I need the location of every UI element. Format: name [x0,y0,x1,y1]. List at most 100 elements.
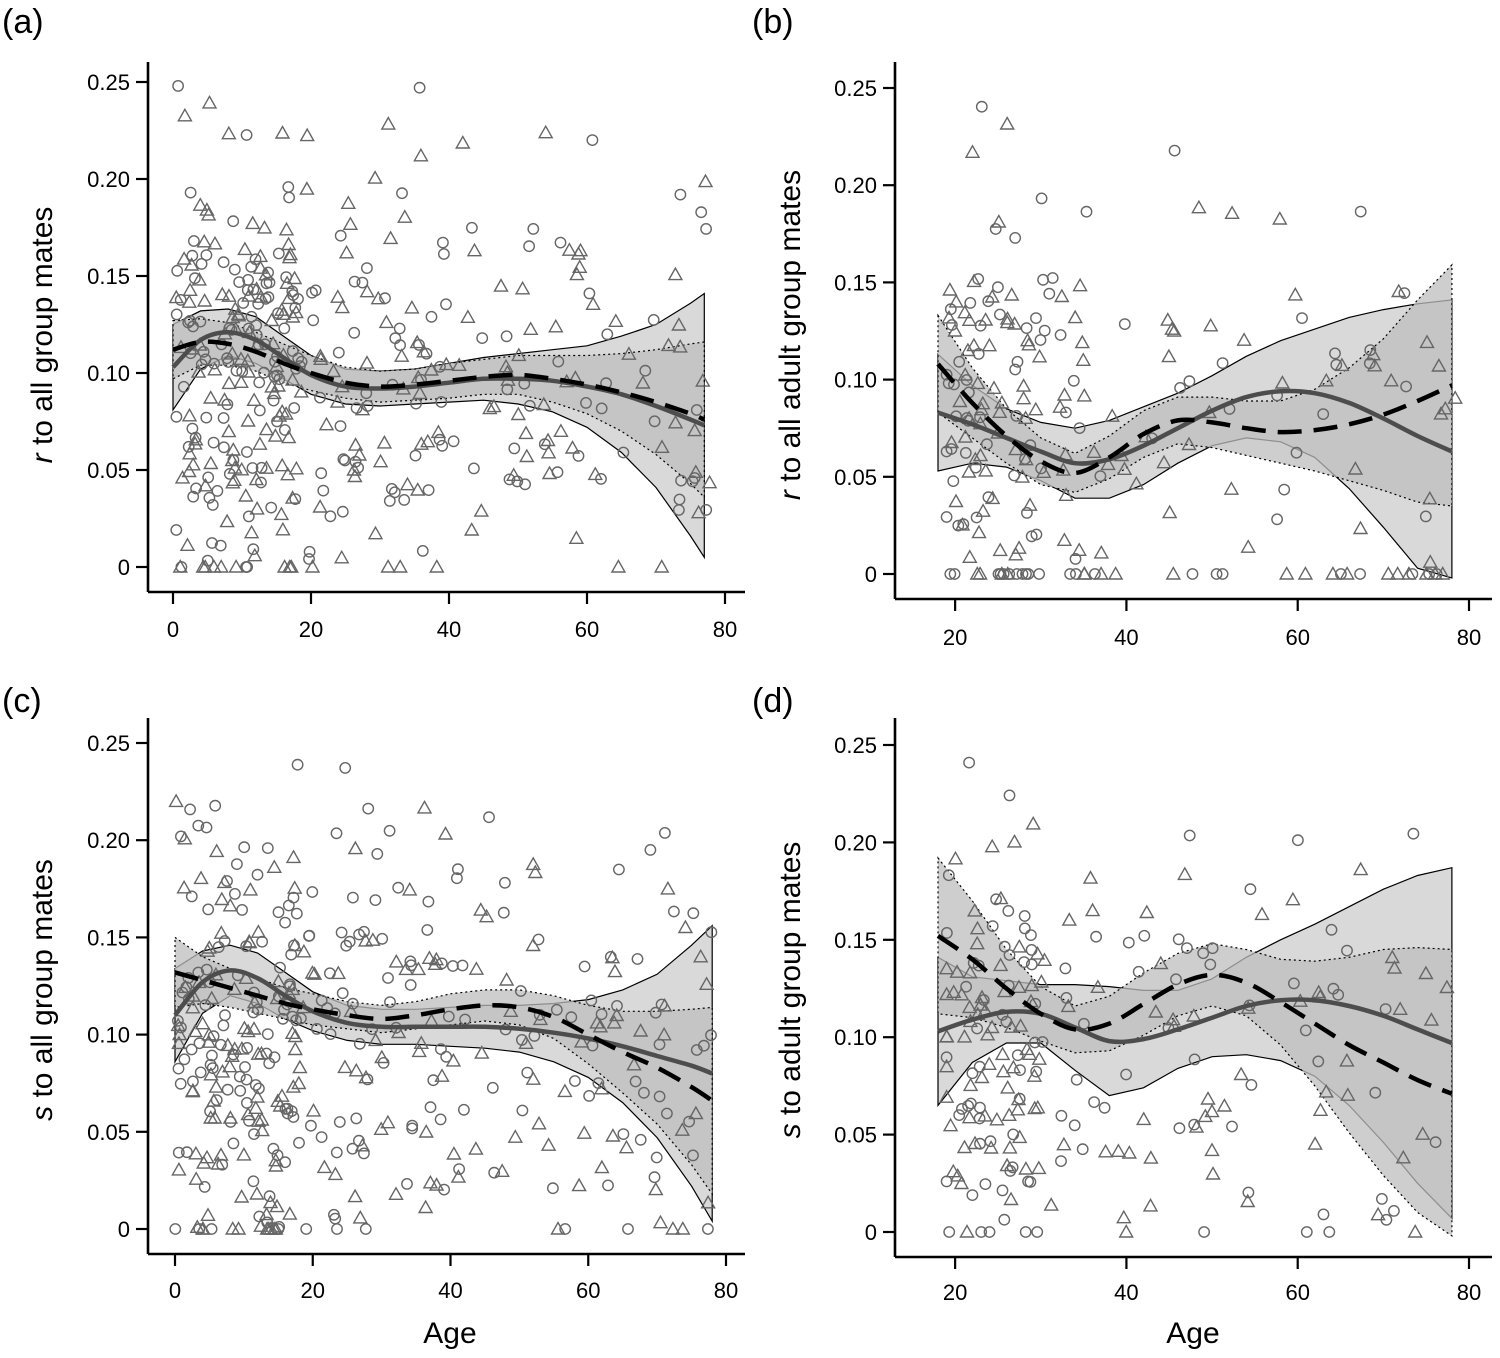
panel-d-point-triangle [1121,1145,1137,1159]
panel-d-point-triangle [1031,1051,1047,1065]
panel-c-point-triangle [285,1079,301,1093]
panel-d-point-circle [1088,1096,1101,1109]
panel-c-point-circle [383,824,396,837]
panel-a-point-circle [174,293,187,306]
panel-c-point-triangle [398,961,414,976]
panel-c-point-circle [446,960,459,972]
panel-b-point-circle [1216,357,1229,369]
panel-d-point-triangle [938,960,955,975]
panel-c-point-triangle [270,1093,286,1107]
panel-b-point-triangle [1104,408,1120,422]
panel-a-y-tick-label: 0.20 [87,167,130,192]
panel-b-point-triangle [1297,566,1314,580]
panel-d-point-triangle [946,984,962,998]
panel-d-point-circle [1138,929,1151,942]
panel-a-x-tick-label: 40 [437,617,461,642]
panel-a-point-triangle [252,260,269,274]
panel-c-point-circle [303,929,316,942]
panel-a-point-triangle [197,559,213,573]
panel-a-point-circle [647,313,660,326]
panel-a-point-triangle [695,373,711,387]
panel-c-point-circle [371,848,384,860]
panel-a-point-triangle [413,436,429,450]
panel-a-point-triangle [536,396,552,411]
panel-a-point-triangle [392,559,408,573]
panel-c-point-triangle [698,976,715,990]
panel-c-point-triangle [365,932,381,946]
panel-d-point-triangle [984,1019,1000,1034]
panel-d-point-triangle [1011,979,1027,993]
panel-b-point-triangle [1367,357,1383,372]
panel-a-point-triangle [397,209,413,223]
panel-a-point-triangle [200,206,217,221]
panel-a-point-circle [393,322,406,335]
panel-c-point-circle [169,1223,182,1235]
panel-b-point-circle [972,273,985,285]
panel-c-point-triangle [266,859,282,873]
panel-b-point-triangle [978,462,994,477]
panel-a-point-triangle [274,125,291,139]
panel-a-point-triangle [243,524,260,539]
panel-c: (c) 0 20 40 60 80 0 0.05 0.10 0.15 0.20 0.25 s to … [2,682,745,1350]
panel-c-point-circle [285,948,298,961]
panel-b-point-circle [957,518,970,530]
panel-d-point-circle [1000,1015,1013,1028]
panel-d-point-triangle [1024,977,1040,992]
panel-b-point-circle [1030,312,1042,324]
panel-c-point-triangle [194,1015,211,1030]
panel-b-point-triangle [1160,312,1176,326]
panel-c-point-triangle [576,1125,592,1139]
panel-d-point-circle [1173,1122,1186,1135]
panel-c-point-circle [434,1113,447,1126]
panel-b-point-triangle [999,116,1015,130]
panel-c-point-circle [240,1097,253,1109]
panel-a-point-triangle [347,468,363,483]
panel-d-point-circle [1098,1101,1111,1114]
panel-d-point-triangle [1415,1126,1431,1140]
panel-b-point-circle [1329,347,1341,360]
panel-a-point-triangle [275,521,291,536]
panel-d-point-triangle [1056,1136,1072,1151]
panel-b-label: (b) [752,3,794,41]
panel-c-point-circle [276,1012,289,1025]
panel-c-point-circle [357,1147,370,1160]
panel-a-point-triangle [429,559,445,573]
panel-d-y-tick-label: 0.25 [834,733,877,758]
panel-a-point-circle [519,478,531,491]
panel-c-point-circle [290,907,303,920]
panel-d-y-tick-label: 0.05 [834,1123,877,1148]
panel-a-point-circle [242,273,255,286]
panel-a-point-circle [508,442,521,455]
panel-d-point-circle [986,920,999,932]
panel-a-point-triangle [671,317,687,331]
panel-d-point-circle [941,927,953,939]
panel-c-point-circle [362,802,375,815]
panel-c-point-triangle [284,1025,301,1039]
panel-a-point-triangle [416,343,432,358]
panel-b-point-circle [1011,568,1023,580]
panel-b-point-triangle [1380,566,1396,580]
panel-d-point-triangle [969,920,986,935]
panel-d-point-circle [966,1189,979,1202]
panel-d-point-triangle [1197,1108,1213,1123]
panel-c-point-triangle [518,1035,534,1049]
panel-a-point-triangle [269,358,285,373]
panel-b-point-circle [1186,568,1199,580]
panel-d-point-triangle [995,1063,1012,1078]
panel-d-point-circle [1029,1036,1041,1049]
panel-a-point-triangle [258,460,275,474]
panel-d-point-triangle [942,1117,959,1132]
panel-c-point-triangle [656,1026,672,1041]
panel-c-point-circle [340,939,353,952]
panel-c-point-triangle [665,1221,681,1235]
panel-c-point-circle [346,1142,359,1155]
panel-a-point-triangle [192,197,208,211]
panel-c-point-circle [705,1029,717,1042]
panel-d-point-circle [1299,1024,1312,1037]
panel-c-point-circle [547,1182,559,1195]
panel-d-point-triangle [994,1046,1011,1061]
panel-a-label: (a) [2,3,44,41]
panel-c-point-circle [256,935,268,948]
panel-b-point-circle [959,446,972,459]
panel-c-y-tick-label: 0.15 [87,925,130,950]
